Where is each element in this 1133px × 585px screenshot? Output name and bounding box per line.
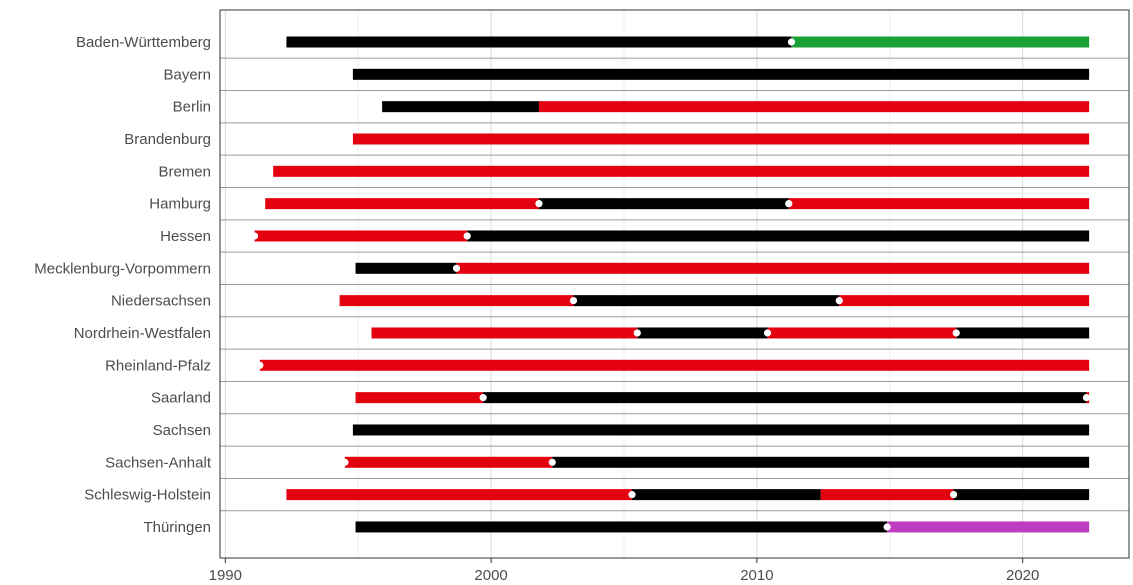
- bar-segment: [637, 327, 768, 339]
- y-tick-label: Berlin: [173, 99, 211, 116]
- y-tick-label: Rheinland-Pfalz: [105, 357, 211, 374]
- y-tick-label: Sachsen: [153, 422, 211, 439]
- bar-segment: [352, 424, 1090, 436]
- bar-segment: [573, 295, 840, 307]
- change-marker: [535, 200, 543, 208]
- y-tick-label: Nordrhein-Westfalen: [74, 325, 211, 342]
- change-marker: [463, 232, 471, 240]
- bar-segment: [456, 262, 1090, 274]
- bar-segment: [538, 198, 789, 210]
- change-marker: [763, 329, 772, 337]
- y-axis-labels: Baden-Württemberg Bayern Berlin Brandenburg…: [34, 34, 212, 536]
- change-marker: [628, 491, 636, 499]
- y-tick-label: Schleswig-Holstein: [84, 487, 211, 504]
- change-marker: [785, 200, 793, 208]
- change-marker: [835, 297, 843, 305]
- bar-segment: [467, 230, 1090, 242]
- change-marker: [548, 458, 556, 466]
- x-tick-label: 2000: [474, 567, 507, 584]
- x-tick-label: 1990: [209, 567, 242, 584]
- change-marker: [952, 329, 960, 337]
- x-axis-labels: 1990 2000 2010 2020: [209, 558, 1039, 584]
- change-marker: [883, 523, 891, 531]
- x-tick-label: 2020: [1006, 567, 1039, 584]
- y-tick-label: Hessen: [160, 228, 211, 245]
- bar-segment: [953, 489, 1090, 501]
- bar-segment: [371, 327, 638, 339]
- change-marker: [787, 38, 796, 46]
- bar-segment: [355, 392, 484, 404]
- change-marker: [452, 264, 461, 272]
- markers: [250, 38, 1091, 531]
- y-tick-label: Hamburg: [149, 196, 211, 213]
- grid: [220, 10, 1129, 558]
- bar-segment: [273, 165, 1090, 177]
- y-tick-label: Niedersachsen: [111, 293, 211, 310]
- bar-segment: [355, 521, 888, 533]
- y-tick-label: Bayern: [163, 66, 211, 83]
- y-tick-label: Saarland: [151, 390, 211, 407]
- change-marker: [250, 232, 259, 240]
- bar-segment: [339, 295, 574, 307]
- bar-segment: [791, 36, 1090, 48]
- y-tick-label: Brandenburg: [124, 131, 211, 148]
- bar-segment: [887, 521, 1090, 533]
- change-marker: [479, 394, 487, 402]
- bar-segment: [483, 392, 1087, 404]
- bar-segment: [286, 36, 792, 48]
- y-tick-label: Sachsen-Anhalt: [105, 454, 212, 471]
- bars: [254, 36, 1090, 533]
- y-tick-label: Baden-Württemberg: [76, 34, 211, 51]
- bar-segment: [265, 198, 539, 210]
- change-marker: [256, 361, 264, 369]
- bar-segment: [631, 489, 821, 501]
- change-marker: [341, 458, 349, 466]
- bar-segment: [788, 198, 1090, 210]
- bar-segment: [767, 327, 957, 339]
- bar-segment: [355, 262, 457, 274]
- change-marker: [633, 329, 641, 337]
- bar-segment: [820, 489, 954, 501]
- y-tick-label: Bremen: [158, 163, 211, 180]
- bar-segment: [259, 359, 1090, 371]
- x-tick-label: 2010: [740, 567, 773, 584]
- change-marker: [569, 297, 578, 305]
- bar-segment: [344, 456, 553, 468]
- bar-segment: [286, 489, 632, 501]
- panel-border: [219, 9, 1130, 559]
- change-marker: [949, 491, 958, 499]
- y-tick-label: Thüringen: [143, 519, 211, 536]
- bar-segment: [956, 327, 1090, 339]
- bar-segment: [382, 101, 539, 113]
- bar-segment: [352, 133, 1090, 145]
- bar-segment: [254, 230, 468, 242]
- bar-segment: [538, 101, 1090, 113]
- bar-segment: [352, 68, 1090, 80]
- bar-segment: [839, 295, 1090, 307]
- y-tick-label: Mecklenburg-Vorpommern: [34, 260, 211, 277]
- change-marker: [1082, 394, 1091, 402]
- bar-segment: [552, 456, 1090, 468]
